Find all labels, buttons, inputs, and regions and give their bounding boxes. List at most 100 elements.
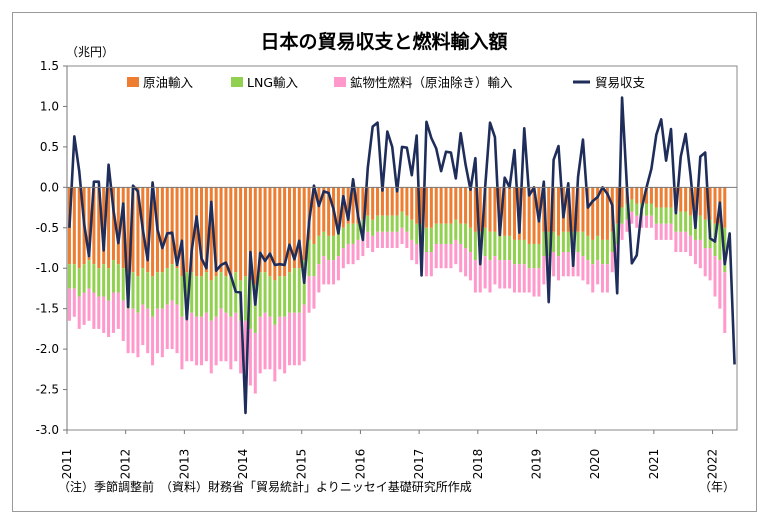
bar-lng [97, 268, 101, 297]
bar-lng [263, 272, 267, 313]
bar-lng [195, 276, 199, 317]
bar-mineral [131, 308, 135, 354]
bar-lng [591, 239, 595, 265]
bar-crude [645, 187, 649, 204]
bar-crude [380, 187, 384, 216]
bar-lng [429, 227, 433, 253]
bar-lng [508, 235, 512, 261]
bar-crude [684, 187, 688, 212]
bar-crude [72, 187, 76, 265]
bar-mineral [302, 304, 306, 362]
bar-crude [116, 187, 120, 265]
bar-lng [146, 272, 150, 309]
bar-lng [346, 223, 350, 244]
bar-mineral [684, 231, 688, 253]
bar-crude [698, 187, 702, 216]
bar-lng [327, 235, 331, 261]
bar-crude [317, 187, 321, 236]
fuel-import-bars [67, 187, 727, 394]
bar-mineral [332, 260, 336, 285]
bar-mineral [664, 223, 668, 240]
bar-crude [493, 187, 497, 232]
bar-lng [552, 231, 556, 253]
bar-mineral [503, 260, 507, 289]
bar-mineral [512, 264, 516, 293]
bar-mineral [556, 256, 561, 281]
bar-mineral [297, 312, 301, 366]
y-tick-label: 0.0 [40, 180, 59, 194]
bar-mineral [645, 215, 649, 228]
bar-mineral [322, 256, 326, 285]
bar-lng [288, 272, 292, 313]
bar-mineral [77, 296, 81, 329]
bar-lng [292, 268, 296, 313]
bar-lng [151, 276, 155, 317]
bar-mineral [405, 231, 409, 248]
bar-lng [615, 223, 619, 244]
bar-lng [175, 268, 179, 305]
bar-mineral [610, 252, 614, 273]
bar-mineral [464, 248, 468, 277]
bar-mineral [537, 268, 541, 297]
bar-mineral [209, 320, 213, 374]
bar-lng [67, 264, 71, 289]
bar-crude [229, 187, 233, 277]
bar-mineral [155, 308, 159, 354]
bar-crude [248, 187, 252, 281]
bar-lng [493, 231, 497, 257]
bar-mineral [185, 312, 189, 362]
bar-crude [390, 187, 394, 216]
bar-mineral [561, 252, 565, 277]
bar-mineral [146, 308, 150, 354]
bar-crude [361, 187, 365, 220]
bar-mineral [605, 264, 609, 293]
x-tick-label: 2021 [647, 449, 661, 480]
bar-crude [219, 187, 223, 273]
y-tick-label: 0.5 [40, 140, 59, 154]
bar-lng [718, 223, 722, 261]
bar-mineral [292, 312, 296, 366]
bar-mineral [160, 308, 164, 358]
bar-crude [449, 187, 453, 224]
bar-crude [376, 187, 380, 216]
bar-mineral [92, 292, 96, 329]
bar-mineral [434, 243, 438, 269]
bar-crude [454, 187, 458, 220]
bar-crude [180, 187, 184, 277]
bar-crude [532, 187, 536, 244]
bar-lng [214, 276, 218, 317]
x-tick-label: 2020 [588, 449, 602, 480]
bar-lng [703, 219, 707, 248]
bar-lng [576, 231, 580, 253]
bar-mineral [713, 256, 717, 297]
bar-lng [77, 268, 81, 297]
bar-crude [615, 187, 619, 224]
bar-crude [464, 187, 468, 224]
bar-mineral [380, 231, 384, 248]
bar-lng [566, 231, 570, 253]
bar-crude [322, 187, 326, 232]
bar-lng [600, 239, 605, 265]
bar-crude [288, 187, 292, 273]
bar-crude [385, 187, 389, 216]
bar-crude [600, 187, 605, 240]
bar-mineral [116, 292, 120, 329]
bar-lng [468, 227, 472, 253]
bar-crude [136, 187, 140, 277]
bar-crude [341, 187, 345, 228]
bar-crude [346, 187, 350, 224]
legend-swatch-crude [127, 77, 139, 87]
bar-crude [552, 187, 556, 232]
bar-mineral [243, 320, 248, 374]
bar-crude [649, 187, 653, 204]
bar-mineral [151, 316, 155, 366]
legend-label-balance: 貿易収支 [595, 75, 646, 90]
bar-lng [351, 223, 355, 244]
axes: 1.5 1.0 0.5 0.0 -0.5 -1.0 -1.5 -2.0 -2.5 -3.02011… [36, 59, 737, 479]
bar-crude [77, 187, 81, 269]
bar-crude [415, 187, 419, 224]
bar-crude [273, 187, 277, 281]
bar-crude [351, 187, 355, 224]
bar-lng [439, 223, 443, 244]
